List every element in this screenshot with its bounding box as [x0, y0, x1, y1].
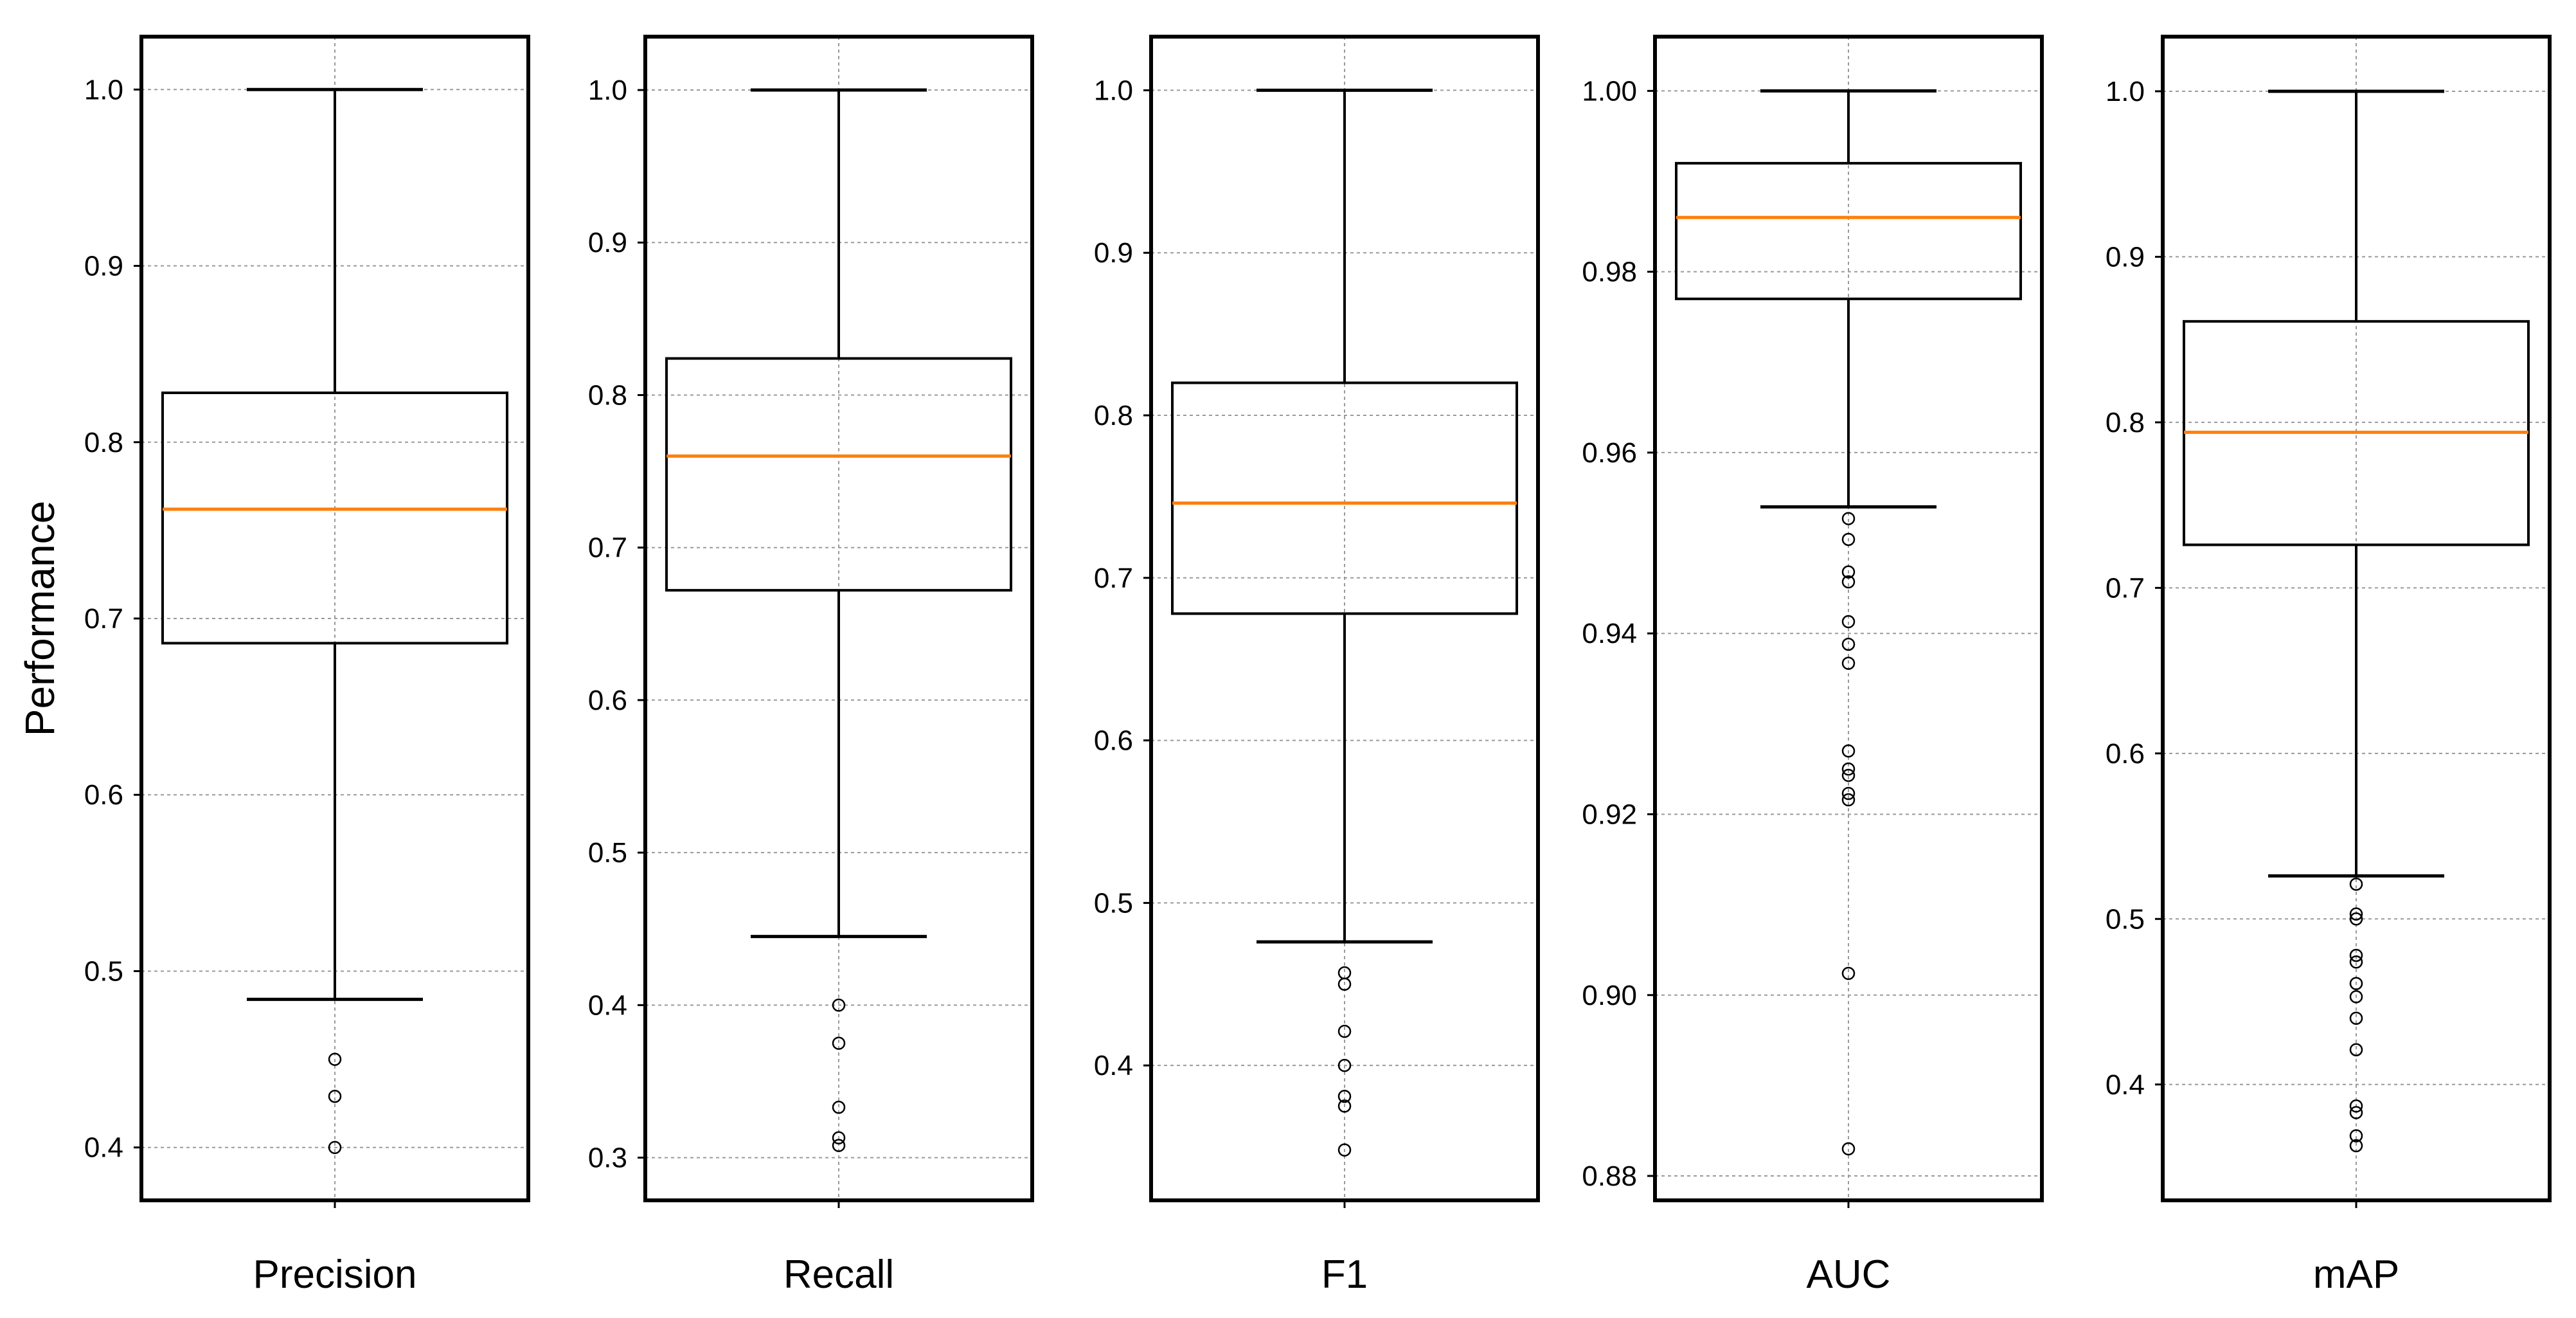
panel-frame [1149, 35, 1540, 1202]
iqr-box [1171, 381, 1518, 615]
panel-recall: 0.3 0.4 0.5 0.6 0.7 0.8 0.9 1.0 Recall [588, 35, 1034, 1297]
outlier-point [1841, 575, 1856, 589]
panel-auc: 0.88 0.90 0.92 0.94 0.96 0.98 1.00 AUC [1582, 35, 2044, 1297]
y-tick-label: 0.88 [1582, 1160, 1637, 1192]
y-tick-label: 0.8 [2106, 407, 2145, 438]
outlier-point [2349, 877, 2363, 891]
outlier-point [1841, 512, 1856, 525]
outlier-point [1841, 793, 1856, 807]
category-label: F1 [1321, 1252, 1368, 1297]
panel-f1: 0.4 0.5 0.6 0.7 0.8 0.9 1.0 F1 [1094, 35, 1540, 1297]
outlier-point [832, 1131, 846, 1144]
y-axis-label: Performance [17, 501, 63, 736]
y-tick-label: 1.00 [1582, 75, 1637, 107]
outlier-point [1337, 977, 1352, 991]
y-tick-label: 0.92 [1582, 799, 1637, 830]
panel-frame [139, 35, 530, 1202]
outlier-point [2349, 1139, 2363, 1153]
y-tick-label: 1.0 [2106, 76, 2145, 107]
outlier-point [328, 1052, 342, 1066]
outlier-point [2349, 1043, 2363, 1056]
outlier-point [2349, 990, 2363, 1004]
outlier-point [1841, 966, 1856, 980]
outlier-point [1841, 565, 1856, 579]
iqr-box [161, 391, 508, 645]
y-tick-label: 0.9 [84, 251, 123, 282]
outlier-point [1337, 1143, 1352, 1157]
outlier-point [2349, 1099, 2363, 1113]
y-tick-label: 0.9 [2106, 241, 2145, 273]
y-tick-label: 0.9 [588, 227, 627, 258]
outlier-point [1841, 637, 1856, 651]
y-tick-label: 0.4 [2106, 1069, 2145, 1101]
category-label: mAP [2313, 1252, 2399, 1297]
y-tick-label: 0.7 [588, 532, 627, 564]
outlier-point [1841, 768, 1856, 782]
outlier-point [2349, 1129, 2363, 1142]
outlier-point [1841, 532, 1856, 546]
y-tick-label: 0.7 [2106, 572, 2145, 604]
y-tick-label: 0.9 [1094, 237, 1133, 269]
y-tick-label: 0.7 [1094, 563, 1133, 594]
y-tick-label: 1.0 [588, 75, 627, 106]
outlier-point [1337, 1099, 1352, 1113]
outlier-point [2349, 977, 2363, 990]
outlier-point [2349, 948, 2363, 962]
outlier-point [2349, 907, 2363, 921]
y-tick-label: 0.96 [1582, 437, 1637, 469]
outlier-point [1841, 656, 1856, 670]
y-tick-label: 0.8 [84, 427, 123, 458]
y-tick-label: 0.4 [1094, 1050, 1133, 1081]
category-label: Precision [253, 1252, 417, 1297]
outlier-point [328, 1089, 342, 1103]
outlier-point [1337, 1058, 1352, 1072]
panel-precision: 0.4 0.5 0.6 0.7 0.8 0.9 1.0 Precision [84, 35, 530, 1297]
outlier-point [2349, 912, 2363, 926]
outlier-point [1841, 786, 1856, 800]
panel-frame [1653, 35, 2044, 1202]
outlier-point [2349, 955, 2363, 969]
category-label: AUC [1807, 1252, 1891, 1297]
y-tick-label: 0.7 [84, 603, 123, 635]
category-label: Recall [783, 1252, 894, 1297]
y-tick-label: 0.6 [588, 685, 627, 716]
iqr-box [1675, 161, 2022, 300]
y-tick-label: 0.5 [1094, 887, 1133, 919]
y-tick-label: 0.5 [2106, 903, 2145, 935]
outlier-point [328, 1141, 342, 1154]
y-tick-label: 0.90 [1582, 980, 1637, 1011]
outlier-point [1841, 1142, 1856, 1156]
y-tick-label: 0.98 [1582, 257, 1637, 288]
iqr-box [665, 357, 1012, 592]
y-tick-label: 0.6 [1094, 725, 1133, 757]
outlier-point [1841, 744, 1856, 758]
outlier-point [2349, 1106, 2363, 1119]
y-tick-label: 0.8 [1094, 400, 1133, 431]
outlier-point [1337, 1024, 1352, 1038]
panel-map: 0.4 0.5 0.6 0.7 0.8 0.9 1.0 mAP [2106, 35, 2552, 1297]
panel-frame [643, 35, 1034, 1202]
y-tick-label: 0.3 [588, 1142, 627, 1174]
y-tick-label: 0.6 [2106, 738, 2145, 770]
panels: 0.40.50.60.70.80.91.0Precision0.30.40.50… [84, 35, 2552, 1297]
outlier-point [832, 1139, 846, 1152]
outlier-point [832, 998, 846, 1012]
y-tick-label: 1.0 [1094, 75, 1133, 106]
outlier-point [1337, 1089, 1352, 1103]
y-tick-label: 0.4 [588, 989, 627, 1021]
y-tick-label: 1.0 [84, 74, 123, 105]
y-tick-label: 0.94 [1582, 618, 1637, 649]
y-tick-label: 0.4 [84, 1132, 123, 1164]
outlier-point [1841, 762, 1856, 776]
y-tick-label: 0.5 [84, 955, 123, 987]
outlier-point [2349, 1011, 2363, 1025]
outlier-point [832, 1101, 846, 1114]
y-tick-label: 0.5 [588, 837, 627, 869]
outlier-point [832, 1036, 846, 1050]
panel-frame [2161, 35, 2552, 1202]
y-tick-label: 0.8 [588, 379, 627, 411]
outlier-point [1841, 615, 1856, 629]
y-tick-label: 0.6 [84, 779, 123, 811]
